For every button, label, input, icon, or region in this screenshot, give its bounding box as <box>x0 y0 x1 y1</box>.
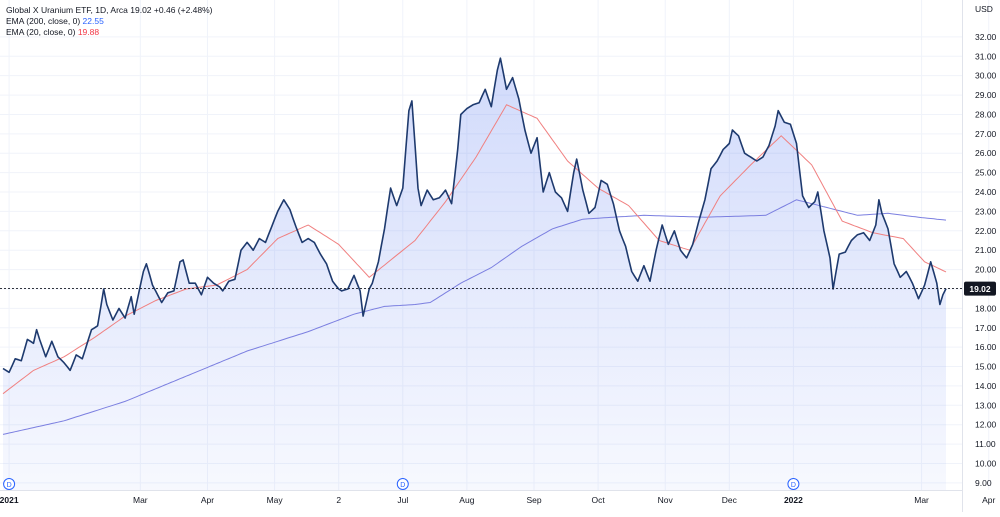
y-tick-label: 26.00 <box>975 148 997 158</box>
y-tick-label: 14.00 <box>975 381 997 391</box>
x-tick-label: May <box>267 495 284 505</box>
dividend-marker-circle <box>396 478 409 490</box>
x-tick-label: Oct <box>591 495 605 505</box>
y-tick-label: 18.00 <box>975 303 997 313</box>
y-tick-label: 9.00 <box>975 478 992 488</box>
y-tick-label: 32.00 <box>975 32 997 42</box>
legend-title-row[interactable]: Global X Uranium ETF, 1D, Arca 19.02 +0.… <box>6 5 213 16</box>
legend-ema200-value: 22.55 <box>82 16 104 26</box>
x-tick-label: 2021 <box>0 495 19 505</box>
dividend-marker-circle <box>787 478 800 490</box>
x-tick-label: Mar <box>914 495 929 505</box>
y-tick-label: 23.00 <box>975 206 997 216</box>
x-tick-label: Jul <box>397 495 408 505</box>
x-tick-label: Dec <box>722 495 738 505</box>
ema200-line <box>2 199 947 435</box>
y-tick-label: 27.00 <box>975 129 997 139</box>
x-tick-label: Aug <box>459 495 474 505</box>
y-tick-label: 28.00 <box>975 109 997 119</box>
y-tick-label: 17.00 <box>975 323 997 333</box>
x-tick-label: Apr <box>982 495 995 505</box>
x-tick-label: 2022 <box>784 495 803 505</box>
dividend-marker-label: D <box>791 482 796 489</box>
y-tick-label: 22.00 <box>975 226 997 236</box>
dividend-marker-circle <box>3 478 16 490</box>
y-tick-label: 24.00 <box>975 187 997 197</box>
y-tick-label: 20.00 <box>975 265 997 275</box>
y-tick-label: 21.00 <box>975 245 997 255</box>
last-price-badge-text: 19.02 <box>969 284 991 294</box>
y-tick-label: 11.00 <box>975 439 996 449</box>
y-axis-unit: USD <box>975 4 993 14</box>
y-tick-label: 31.00 <box>975 51 997 61</box>
y-tick-label: 12.00 <box>975 420 997 430</box>
legend-title: Global X Uranium ETF, 1D, Arca <box>6 5 128 15</box>
y-tick-label: 29.00 <box>975 90 997 100</box>
legend-ema20-value: 19.88 <box>77 27 100 37</box>
x-tick-label: Sep <box>526 495 541 505</box>
x-tick-label: 2 <box>336 495 341 505</box>
legend-ema200-row[interactable]: EMA (200, close, 0) 22.55 <box>6 16 213 27</box>
legend-last-price: 19.02 <box>130 5 152 15</box>
y-tick-label: 25.00 <box>975 168 997 178</box>
price-area-fill <box>3 58 946 490</box>
last-price-badge-bg <box>964 281 996 296</box>
time-axis[interactable]: 2021 Mar Apr May 2 Jul Aug Sep Oct Nov Dec 2022 Mar A… <box>0 495 1000 505</box>
y-tick-label: 30.00 <box>975 71 997 81</box>
y-tick-label: 10.00 <box>975 458 997 468</box>
price-axis[interactable]: 9.00 10.00 11.00 12.00 13.00 14.00 15.00 16.00 1… <box>975 4 997 488</box>
dividend-marker[interactable]: D <box>396 478 409 490</box>
dividend-marker-label: D <box>7 482 12 489</box>
x-tick-label: Mar <box>133 495 148 505</box>
last-price-badge: 19.02 <box>964 281 996 296</box>
y-tick-label: 13.00 <box>975 400 997 410</box>
x-tick-label: Apr <box>201 495 214 505</box>
legend-ema20-row[interactable]: EMA (20, close, 0) 19.88 <box>6 27 213 38</box>
legend-change: +0.46 (+2.48%) <box>153 5 213 15</box>
chart-legend: Global X Uranium ETF, 1D, Arca 19.02 +0.… <box>6 5 213 38</box>
dividend-markers: DDDD <box>3 478 800 490</box>
legend-ema20-label: EMA (20, close, 0) <box>6 27 76 37</box>
dividend-marker[interactable]: D <box>787 478 800 490</box>
y-tick-label: 16.00 <box>975 342 997 352</box>
price-line <box>2 57 947 374</box>
dividend-marker[interactable]: D <box>3 478 16 490</box>
dividend-marker-label: D <box>400 482 405 489</box>
y-tick-label: 15.00 <box>975 362 997 372</box>
legend-ema200-label: EMA (200, close, 0) <box>6 16 81 26</box>
x-tick-label: Nov <box>658 495 674 505</box>
